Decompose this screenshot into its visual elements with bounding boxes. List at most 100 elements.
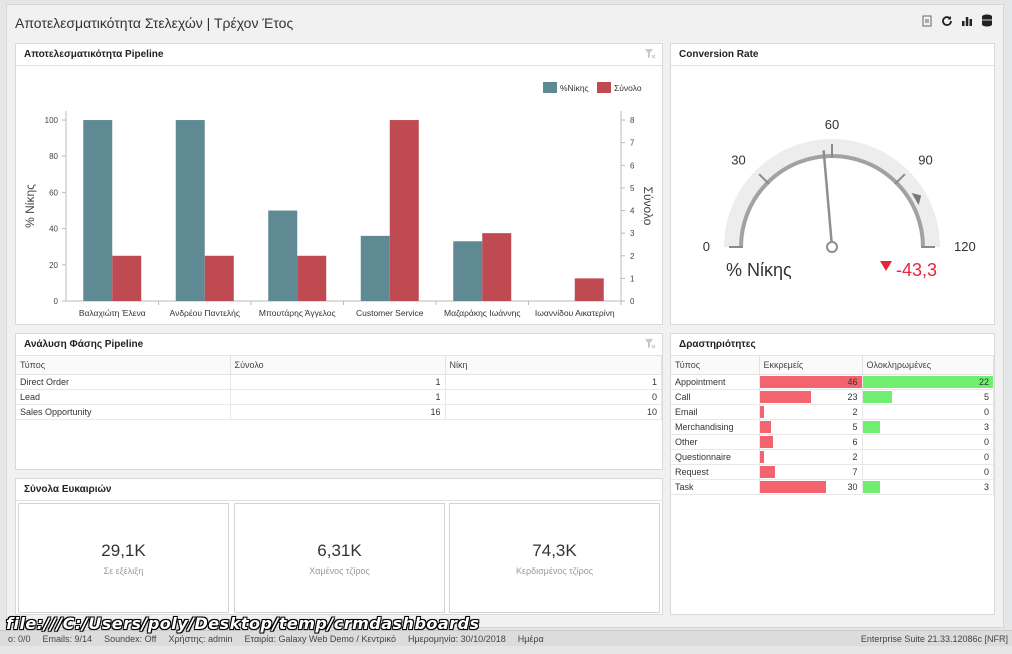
table-row[interactable]: Email 2 0 xyxy=(671,404,994,420)
database-icon[interactable] xyxy=(981,14,993,27)
completed-count: 5 xyxy=(983,392,989,402)
cell-completed: 0 xyxy=(862,464,994,480)
table-row[interactable]: Call 23 5 xyxy=(671,389,994,405)
cell-win: 0 xyxy=(445,389,662,405)
completed-count: 0 xyxy=(983,467,989,477)
conversion-rate-title: Conversion Rate xyxy=(679,49,759,60)
y-axis-label-left: % Νίκης xyxy=(23,184,37,228)
cell-type: Call xyxy=(671,389,760,405)
kpi-value: 74,3K xyxy=(532,541,577,560)
pipeline-chart-panel: Αποτελεσματικότητα Pipeline 0 20 40 60 80 100… xyxy=(15,43,663,325)
clear-filter-icon[interactable] xyxy=(645,339,656,352)
url-overlay: file:///C:/Users/poly/Desktop/temp/crmda… xyxy=(6,614,480,633)
pipeline-chart-title: Αποτελεσματικότητα Pipeline xyxy=(24,49,164,60)
table-row[interactable]: Request 7 0 xyxy=(671,464,994,480)
activities-panel: Δραστηριότητες Τύπος Εκκρεμείς Ολοκληρωμ… xyxy=(670,333,995,615)
gauge-delta: -43,3 xyxy=(896,260,937,280)
status-item: Ημερομηνία: 30/10/2018 xyxy=(407,634,506,644)
kpi-value: 6,31K xyxy=(317,541,362,560)
legend-label-win: %Νίκης xyxy=(560,83,589,93)
completed-bar xyxy=(862,391,893,403)
chart-icon[interactable] xyxy=(961,15,973,27)
pending-count: 5 xyxy=(852,422,858,432)
table-row[interactable]: Sales Opportunity 16 10 xyxy=(16,404,662,420)
kpi-card-lost[interactable]: 6,31K Χαμένος τζίρος xyxy=(234,503,445,613)
pending-bar xyxy=(759,451,764,463)
cell-pending: 2 xyxy=(759,404,863,420)
cell-pending: 2 xyxy=(759,449,863,465)
cell-completed: 0 xyxy=(862,449,994,465)
gauge-needle-pivot xyxy=(826,241,838,253)
cell-total: 1 xyxy=(230,374,446,390)
gauge-tick-label: 0 xyxy=(703,239,710,254)
y-tick-label-right: 2 xyxy=(630,252,635,261)
bar-total xyxy=(482,233,512,301)
table-row[interactable]: Lead 1 0 xyxy=(16,389,662,405)
cell-completed: 22 xyxy=(862,374,994,390)
down-arrow-icon xyxy=(880,261,892,271)
pending-bar xyxy=(759,466,775,478)
kpi-card-won[interactable]: 74,3K Κερδισμένος τζίρος xyxy=(449,503,660,613)
pending-bar xyxy=(759,436,773,448)
column-header[interactable]: Σύνολο xyxy=(230,356,446,375)
table-row[interactable]: Questionnaire 2 0 xyxy=(671,449,994,465)
refresh-icon[interactable] xyxy=(941,15,953,27)
clear-filter-icon[interactable] xyxy=(645,49,656,62)
gauge-needle xyxy=(822,150,834,248)
cell-type: Email xyxy=(671,404,760,420)
cell-pending: 23 xyxy=(759,389,863,405)
table-row[interactable]: Task 30 3 xyxy=(671,479,994,495)
column-header[interactable]: Ολοκληρωμένες xyxy=(862,356,994,375)
page-title: Αποτελεσματικότητα Στελεχών | Τρέχον Έτο… xyxy=(15,15,294,31)
cell-type: Task xyxy=(671,479,760,495)
opportunity-totals-panel: Σύνολα Ευκαιριών 29,1K Σε εξέλιξη 6,31K … xyxy=(15,478,663,615)
status-item: Εταιρία: Galaxy Web Demo / Κεντρικό xyxy=(244,634,396,644)
pending-count: 30 xyxy=(847,482,858,492)
completed-bar xyxy=(862,376,993,388)
cell-pending: 7 xyxy=(759,464,863,480)
table-row[interactable]: Direct Order 1 1 xyxy=(16,374,662,390)
status-version: Enterprise Suite 21.33.12086c [NFR] xyxy=(860,634,1008,644)
bar-total xyxy=(574,278,604,301)
column-header[interactable]: Νίκη xyxy=(445,356,662,375)
pending-bar xyxy=(759,481,826,493)
status-item: Χρήστης: admin xyxy=(168,634,233,644)
cell-completed: 0 xyxy=(862,404,994,420)
column-header[interactable]: Τύπος xyxy=(671,356,760,375)
dashboard-page: Αποτελεσματικότητα Στελεχών | Τρέχον Έτο… xyxy=(6,4,1004,628)
bar-total xyxy=(297,255,327,301)
column-header[interactable]: Τύπος xyxy=(16,356,231,375)
bar-win-rate xyxy=(268,210,298,301)
cell-pending: 5 xyxy=(759,419,863,435)
y-tick-label-right: 3 xyxy=(630,229,635,238)
completed-bar xyxy=(862,481,881,493)
kpi-label: Σε εξέλιξη xyxy=(103,566,144,576)
pending-count: 2 xyxy=(852,407,858,417)
phase-analysis-title: Ανάλυση Φάσης Pipeline xyxy=(24,339,144,350)
legend-swatch-win xyxy=(543,82,557,93)
phase-analysis-panel: Ανάλυση Φάσης Pipeline Τύπος Σύνολο Νίκη… xyxy=(15,333,663,470)
y-tick-label-right: 4 xyxy=(630,207,635,216)
gauge-tick-label: 90 xyxy=(918,153,932,168)
conversion-rate-panel: Conversion Rate 0 30 60 90 120 % Νίκης -43,3 xyxy=(670,43,995,325)
phase-analysis-table: Τύπος Σύνολο Νίκη Direct Order 1 1 Lead … xyxy=(16,356,662,420)
x-tick-label: Ανδρέου Παντελής xyxy=(170,308,240,318)
legend-swatch-total xyxy=(597,82,611,93)
completed-count: 0 xyxy=(983,452,989,462)
y-tick-label-right: 5 xyxy=(630,184,635,193)
export-icon[interactable] xyxy=(921,15,933,27)
toolbar xyxy=(921,14,993,27)
x-tick-label: Μπουτάρης Άγγελος xyxy=(259,308,336,318)
status-item: o: 0/0 xyxy=(8,634,31,644)
table-row[interactable]: Other 6 0 xyxy=(671,434,994,450)
table-row[interactable]: Appointment 46 22 xyxy=(671,374,994,390)
table-row[interactable]: Merchandising 5 3 xyxy=(671,419,994,435)
bar-total xyxy=(389,120,419,301)
cell-total: 1 xyxy=(230,389,446,405)
pending-count: 46 xyxy=(847,377,858,387)
cell-type: Request xyxy=(671,464,760,480)
legend-label-total: Σύνολο xyxy=(614,83,642,93)
column-header[interactable]: Εκκρεμείς xyxy=(759,356,863,375)
kpi-card-in-progress[interactable]: 29,1K Σε εξέλιξη xyxy=(18,503,229,613)
y-tick-label-left: 80 xyxy=(49,152,58,161)
